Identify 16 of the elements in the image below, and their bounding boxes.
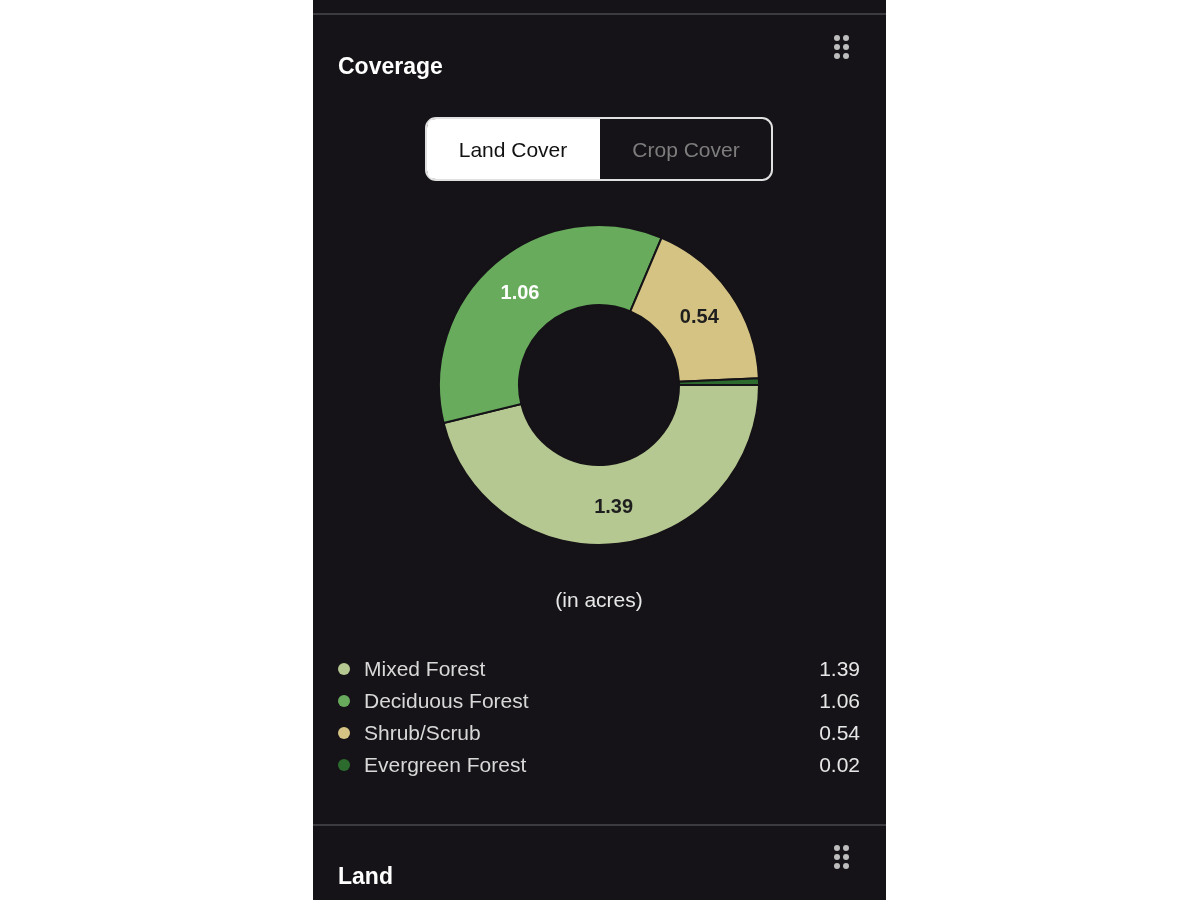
data-label: 0.54 (679, 304, 720, 327)
data-label: 0.02 (819, 753, 860, 777)
text: Crop Cover (632, 138, 740, 161)
text: 1.39 (819, 657, 860, 681)
legend-label: Deciduous Forest (364, 689, 529, 713)
text: (in acres) (555, 588, 643, 611)
text: Land Cover (458, 138, 568, 161)
text: 0.54 (819, 721, 861, 745)
data-label: 1.39 (594, 495, 634, 518)
data-label: 1.06 (500, 281, 540, 304)
legend-label: Shrub/Scrub (364, 721, 481, 745)
legend-label: Mixed Forest (364, 657, 486, 681)
legend-label: Evergreen Forest (364, 753, 527, 777)
text: 1.06 (819, 689, 860, 713)
text: Land (338, 863, 393, 889)
chart-title: Coverage (338, 53, 443, 79)
